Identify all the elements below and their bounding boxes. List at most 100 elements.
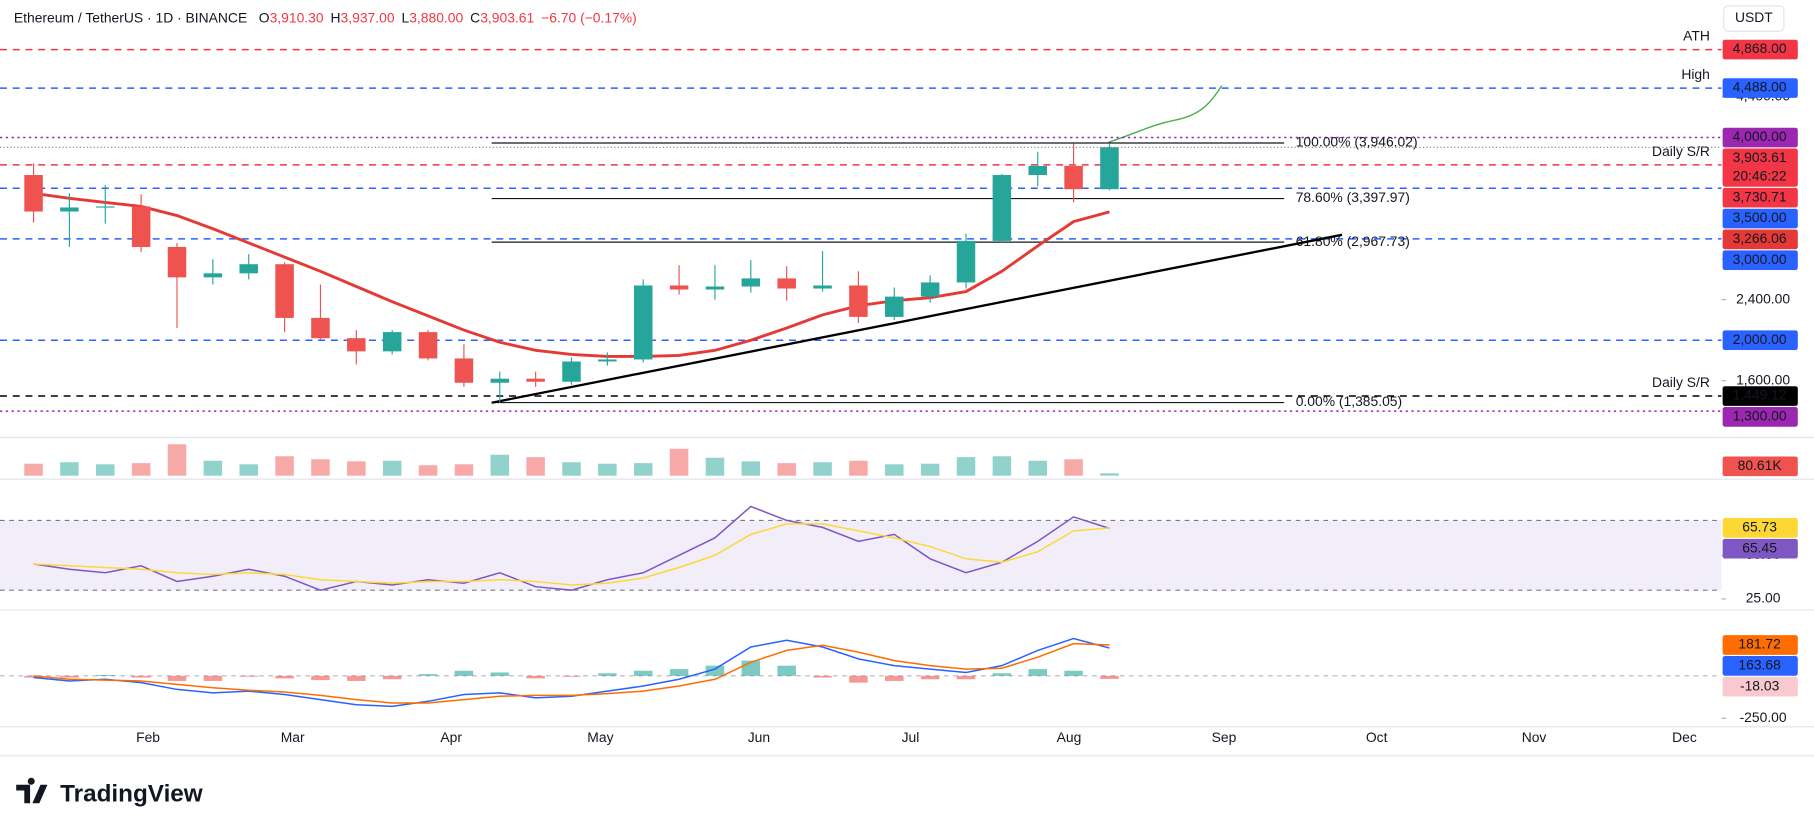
y-tick-label: -250.00 <box>1740 709 1787 725</box>
x-tick-label: Mar <box>281 729 305 745</box>
candle-body <box>956 240 976 283</box>
price-label-box <box>1722 407 1798 427</box>
level-tag: ATH <box>1683 28 1710 44</box>
histogram-bar <box>167 675 187 681</box>
histogram-bar <box>311 675 330 681</box>
candle-body <box>777 278 796 289</box>
histogram-bar <box>1064 670 1083 676</box>
price-label-box <box>1722 208 1798 229</box>
histogram-bar <box>382 675 402 680</box>
price-label-box <box>1722 635 1798 655</box>
candle-body <box>275 264 294 318</box>
x-tick-label: Feb <box>136 729 160 745</box>
candle-body <box>1100 147 1119 190</box>
currency[interactable]: USDT <box>1735 9 1773 25</box>
price-label-box <box>1722 229 1798 250</box>
legend-value: 3,903.61 <box>480 9 534 25</box>
candle-body <box>741 278 761 287</box>
histogram-bar <box>60 675 79 678</box>
histogram-bar <box>1028 669 1047 676</box>
candle-body <box>669 285 689 290</box>
price-label-text: 3,266.06 <box>1733 230 1787 246</box>
candle-body <box>1064 165 1083 190</box>
level-tag: High <box>1681 66 1710 82</box>
histogram-bar <box>598 673 617 676</box>
volume-bar <box>490 454 510 476</box>
volume-bar <box>1064 459 1083 476</box>
histogram-bar <box>920 675 940 680</box>
legend-change: −6.70 (−0.17%) <box>541 9 637 25</box>
volume-bar <box>633 463 653 476</box>
volume-bar <box>311 459 330 476</box>
histogram-bar <box>813 675 832 678</box>
volume-bar <box>60 462 79 476</box>
histogram-bar <box>885 675 904 681</box>
projection-curve <box>1108 85 1223 144</box>
price-label-box <box>1722 330 1798 351</box>
histogram-bar <box>275 675 294 679</box>
x-tick-label: Aug <box>1057 729 1082 745</box>
brand-name: TradingView <box>60 781 203 808</box>
price-label-box <box>1722 127 1798 148</box>
rsi-line <box>33 505 1110 591</box>
currency-button[interactable] <box>1723 5 1785 32</box>
price-label-box <box>1722 386 1798 406</box>
candle-body <box>992 175 1012 241</box>
histogram-bar <box>849 675 868 683</box>
histogram-bar <box>24 675 43 678</box>
volume-bar <box>382 460 402 476</box>
rsi-line <box>33 523 1110 586</box>
legend-key: C <box>470 9 480 25</box>
histogram-bar <box>633 670 653 676</box>
volume-bar <box>598 463 617 476</box>
x-tick-label: Nov <box>1522 729 1547 745</box>
legend-value: 3,880.00 <box>409 9 463 25</box>
candle-body <box>382 332 402 352</box>
price-label-text: 3,500.00 <box>1733 209 1787 225</box>
candle-body <box>454 358 474 383</box>
histogram-bar <box>454 670 474 676</box>
candle-body <box>849 285 868 317</box>
price-label-text: 1,449.12 <box>1733 387 1787 403</box>
trendline <box>491 233 1343 404</box>
volume-bar <box>741 461 761 476</box>
legend-value: 3,910.30 <box>270 9 324 25</box>
price-label-text: 4,000.00 <box>1733 128 1787 144</box>
legend-value: 3,937.00 <box>341 9 395 25</box>
price-label-box <box>1722 148 1798 187</box>
brand-logo: TradingView <box>16 777 203 808</box>
price-label-text: 3,903.61 <box>1733 149 1787 165</box>
x-tick-label: Apr <box>440 729 462 745</box>
price-label-text: 1,300.00 <box>1733 408 1787 424</box>
histogram-bar <box>669 669 689 676</box>
histogram-bar <box>131 675 151 678</box>
volume-bar <box>849 460 868 476</box>
histogram-bar <box>96 675 115 676</box>
candle-body <box>239 264 258 274</box>
volume-bar <box>418 465 438 476</box>
price-label-box <box>1722 456 1798 477</box>
volume-bar <box>239 464 258 476</box>
price-label-text: 80.61K <box>1738 457 1783 473</box>
candle-body <box>598 359 617 362</box>
histogram-bar <box>562 675 581 677</box>
volume-bar <box>347 461 366 476</box>
volume-bar <box>705 457 725 476</box>
candle-body <box>813 285 832 289</box>
volume-bar <box>167 444 187 476</box>
candle-body <box>885 296 904 317</box>
legend-key: H <box>331 9 341 25</box>
y-tick-label: 25.00 <box>1746 590 1781 606</box>
price-label-text: 65.73 <box>1742 519 1777 535</box>
x-tick-label: Jul <box>902 729 920 745</box>
fib-label: 100.00% (3,946.02) <box>1296 134 1418 150</box>
fib-label: 78.60% (3,397.97) <box>1296 189 1410 205</box>
volume-bar <box>454 464 474 476</box>
candle-body <box>96 206 115 208</box>
price-label-box <box>1722 676 1798 697</box>
price-label-text: 20:46:22 <box>1733 168 1787 184</box>
candle-body <box>1028 165 1047 176</box>
volume-bar <box>275 456 294 476</box>
